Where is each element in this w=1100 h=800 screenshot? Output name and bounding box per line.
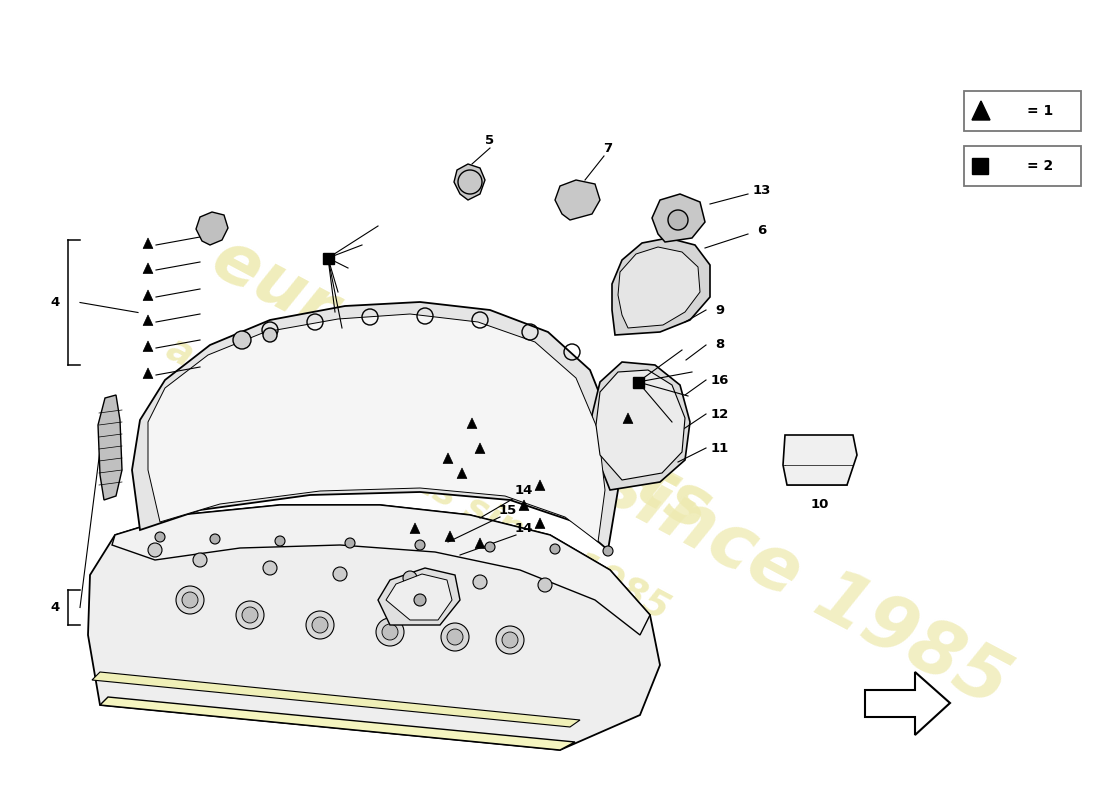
Circle shape — [345, 538, 355, 548]
Bar — [322, 253, 333, 263]
Circle shape — [485, 542, 495, 552]
Text: 12: 12 — [711, 407, 729, 421]
Text: 14: 14 — [515, 522, 534, 534]
Polygon shape — [535, 480, 544, 490]
Polygon shape — [475, 538, 485, 549]
Circle shape — [263, 561, 277, 575]
Circle shape — [263, 328, 277, 342]
Polygon shape — [535, 518, 544, 529]
Text: 14: 14 — [515, 483, 534, 497]
Circle shape — [236, 601, 264, 629]
Text: euro car parts: euro car parts — [201, 224, 723, 544]
Circle shape — [447, 629, 463, 645]
Circle shape — [182, 592, 198, 608]
Polygon shape — [88, 505, 660, 750]
Text: 9: 9 — [715, 303, 725, 317]
Text: 10: 10 — [811, 498, 829, 511]
Polygon shape — [865, 672, 950, 735]
Polygon shape — [196, 212, 228, 245]
Text: 13: 13 — [752, 183, 771, 197]
FancyBboxPatch shape — [964, 146, 1081, 186]
Circle shape — [155, 532, 165, 542]
Circle shape — [148, 543, 162, 557]
Polygon shape — [618, 247, 700, 328]
Polygon shape — [443, 453, 453, 463]
Polygon shape — [92, 672, 580, 727]
Text: 4: 4 — [51, 601, 59, 614]
Circle shape — [210, 534, 220, 544]
Circle shape — [496, 626, 524, 654]
Polygon shape — [468, 418, 477, 429]
Text: 8: 8 — [715, 338, 725, 351]
Polygon shape — [596, 370, 685, 480]
Circle shape — [668, 210, 688, 230]
Polygon shape — [475, 443, 485, 454]
Text: 5: 5 — [485, 134, 495, 146]
Polygon shape — [458, 468, 466, 478]
Polygon shape — [143, 290, 153, 301]
Circle shape — [415, 540, 425, 550]
Polygon shape — [143, 341, 153, 351]
Text: = 1: = 1 — [1027, 104, 1053, 118]
Circle shape — [538, 578, 552, 592]
Circle shape — [473, 575, 487, 589]
Bar — [632, 377, 644, 387]
Polygon shape — [612, 238, 710, 335]
Circle shape — [403, 571, 417, 585]
Circle shape — [176, 586, 204, 614]
Polygon shape — [378, 568, 460, 625]
Text: 6: 6 — [758, 223, 767, 237]
Circle shape — [550, 544, 560, 554]
FancyBboxPatch shape — [964, 91, 1081, 131]
Polygon shape — [652, 194, 705, 242]
Polygon shape — [143, 315, 153, 326]
Text: a part for parts since 1985: a part for parts since 1985 — [161, 332, 675, 628]
Polygon shape — [446, 531, 455, 542]
Bar — [972, 158, 988, 174]
Polygon shape — [519, 500, 529, 510]
Circle shape — [603, 546, 613, 556]
Polygon shape — [783, 435, 857, 485]
Circle shape — [502, 632, 518, 648]
Polygon shape — [454, 164, 485, 200]
Circle shape — [275, 536, 285, 546]
Polygon shape — [623, 413, 632, 423]
Polygon shape — [112, 505, 650, 635]
Polygon shape — [143, 368, 153, 378]
Polygon shape — [143, 263, 153, 274]
Text: 15: 15 — [499, 503, 517, 517]
Circle shape — [376, 618, 404, 646]
Polygon shape — [98, 395, 122, 500]
Text: 11: 11 — [711, 442, 729, 454]
Circle shape — [414, 594, 426, 606]
Polygon shape — [100, 697, 575, 750]
Text: = 2: = 2 — [1027, 159, 1053, 173]
Polygon shape — [410, 523, 420, 534]
Polygon shape — [556, 180, 600, 220]
Circle shape — [242, 607, 258, 623]
Text: 7: 7 — [604, 142, 613, 154]
Circle shape — [192, 553, 207, 567]
Polygon shape — [972, 101, 990, 120]
Text: 16: 16 — [711, 374, 729, 386]
Circle shape — [233, 331, 251, 349]
Text: 4: 4 — [51, 296, 59, 309]
Circle shape — [382, 624, 398, 640]
Circle shape — [306, 611, 334, 639]
Circle shape — [312, 617, 328, 633]
Polygon shape — [592, 362, 690, 490]
Polygon shape — [386, 574, 452, 620]
Polygon shape — [143, 238, 153, 249]
Text: since 1985: since 1985 — [585, 446, 1021, 722]
Circle shape — [333, 567, 346, 581]
Circle shape — [441, 623, 469, 651]
Polygon shape — [132, 302, 618, 550]
Polygon shape — [148, 314, 605, 542]
